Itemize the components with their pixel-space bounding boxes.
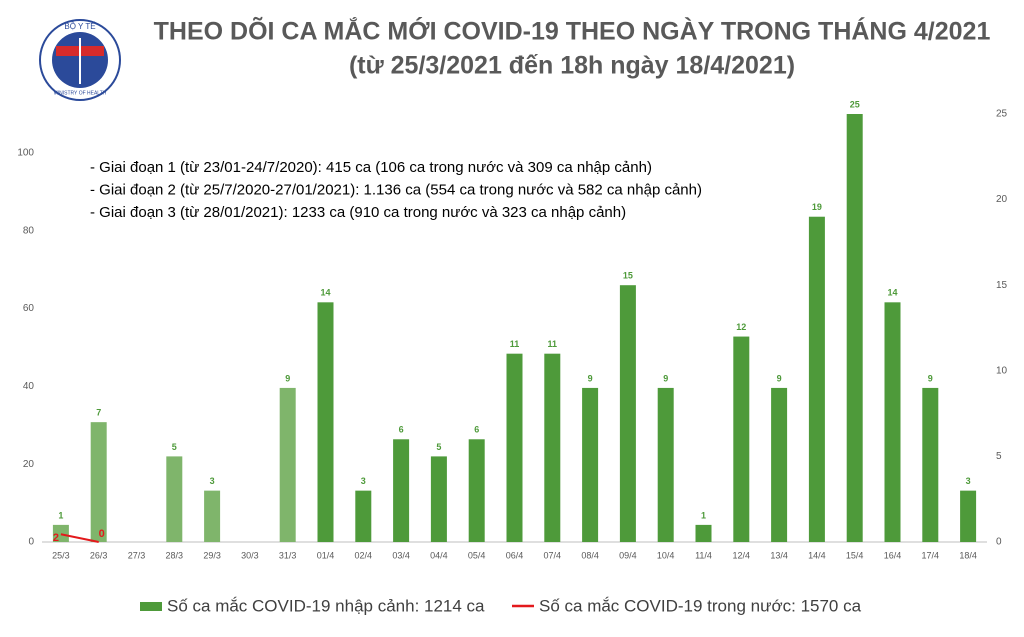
y-tick-label: 100 — [17, 148, 34, 159]
bar — [544, 353, 561, 542]
bar — [619, 285, 636, 542]
x-tick-label: 03/4 — [392, 550, 410, 560]
bar — [846, 114, 863, 542]
logo-bottom: MINISTRY OF HEALTH — [54, 90, 107, 96]
bar — [808, 216, 825, 542]
y-tick-label: 20 — [23, 459, 35, 470]
bar — [204, 490, 221, 542]
value-label: 12 — [736, 322, 746, 332]
value-label: 19 — [812, 202, 822, 212]
bar — [468, 439, 485, 542]
x-tick-label: 26/3 — [90, 550, 108, 560]
x-tick-label: 30/3 — [241, 550, 259, 560]
value-label: 14 — [887, 288, 897, 298]
annotation: - Giai đoạn 1 (từ 23/01-24/7/2020): 415 … — [90, 159, 652, 176]
value-label: 14 — [320, 288, 330, 298]
x-tick-label: 29/3 — [203, 550, 221, 560]
value-label: 3 — [361, 476, 366, 486]
line — [60, 533, 99, 543]
annotation: - Giai đoạn 3 (từ 28/01/2021): 1233 ca (… — [90, 204, 626, 221]
value-label: 25 — [850, 99, 860, 109]
x-tick-label: 01/4 — [317, 550, 335, 560]
bar — [733, 336, 750, 542]
value-label: 5 — [436, 442, 441, 452]
x-tick-label: 04/4 — [430, 550, 448, 560]
y2-tick-label: 0 — [996, 537, 1002, 548]
x-tick-label: 31/3 — [279, 550, 297, 560]
value-label: 9 — [588, 373, 593, 383]
value-label: 9 — [928, 373, 933, 383]
bar — [922, 387, 939, 542]
bar — [771, 387, 788, 542]
x-tick-label: 09/4 — [619, 550, 637, 560]
bar — [279, 387, 296, 542]
x-tick-label: 18/4 — [959, 550, 977, 560]
value-label: 9 — [663, 373, 668, 383]
x-tick-label: 28/3 — [166, 550, 184, 560]
bar — [90, 422, 107, 542]
logo-top: BỘ Y TẾ — [64, 21, 95, 31]
value-label: 1 — [701, 510, 706, 520]
x-tick-label: 13/4 — [770, 550, 788, 560]
bar — [166, 456, 183, 542]
x-tick-label: 11/4 — [695, 550, 712, 560]
x-tick-label: 14/4 — [808, 550, 826, 560]
y-tick-label: 80 — [23, 225, 35, 236]
chart-title: THEO DÕI CA MẮC MỚI COVID-19 THEO NGÀY T… — [154, 16, 991, 46]
annotation: - Giai đoạn 2 (từ 25/7/2020-27/01/2021):… — [90, 181, 702, 198]
y-tick-label: 0 — [28, 537, 34, 548]
bar — [582, 387, 599, 542]
legend-label: Số ca mắc COVID-19 nhập cảnh: 1214 ca — [167, 596, 485, 615]
x-tick-label: 15/4 — [846, 550, 864, 560]
y2-tick-label: 5 — [996, 451, 1002, 462]
value-label: 6 — [399, 425, 404, 435]
value-label: 1 — [58, 510, 63, 520]
logo: BỘ Y TẾ MINISTRY OF HEALTH — [39, 19, 121, 101]
x-tick-label: 10/4 — [657, 550, 675, 560]
bar — [506, 353, 523, 542]
bar — [52, 524, 69, 542]
x-tick-label: 08/4 — [581, 550, 599, 560]
y2-tick-label: 10 — [996, 365, 1008, 376]
x-tick-label: 16/4 — [884, 550, 902, 560]
value-label: 3 — [210, 476, 215, 486]
value-label: 7 — [96, 408, 101, 418]
value-label: 0 — [99, 528, 105, 540]
x-tick-label: 17/4 — [922, 550, 940, 560]
x-tick-label: 05/4 — [468, 550, 486, 560]
x-tick-label: 07/4 — [544, 550, 562, 560]
y2-tick-label: 20 — [996, 194, 1008, 205]
bar — [884, 302, 901, 542]
y-tick-label: 60 — [23, 303, 35, 314]
bar — [430, 456, 447, 542]
y2-tick-label: 15 — [996, 280, 1008, 291]
chart-subtitle: (từ 25/3/2021 đến 18h ngày 18/4/2021) — [349, 52, 795, 80]
bar — [695, 524, 712, 542]
bar — [355, 490, 372, 542]
value-label: 15 — [623, 271, 633, 281]
y2-tick-label: 25 — [996, 109, 1008, 120]
value-label: 11 — [510, 339, 520, 349]
x-tick-label: 27/3 — [128, 550, 146, 560]
bar — [317, 302, 334, 542]
y-tick-label: 40 — [23, 381, 35, 392]
x-tick-label: 12/4 — [733, 550, 751, 560]
value-label: 2 — [53, 532, 59, 544]
x-tick-label: 25/3 — [52, 550, 70, 560]
value-label: 3 — [966, 476, 971, 486]
x-tick-label: 02/4 — [355, 550, 373, 560]
value-label: 5 — [172, 442, 177, 452]
bar — [960, 490, 977, 542]
bar — [393, 439, 410, 542]
value-label: 6 — [474, 425, 479, 435]
value-label: 9 — [285, 373, 290, 383]
legend-label: Số ca mắc COVID-19 trong nước: 1570 ca — [539, 596, 862, 615]
legend-swatch — [140, 602, 162, 611]
value-label: 11 — [548, 339, 558, 349]
x-tick-label: 06/4 — [506, 550, 524, 560]
value-label: 9 — [777, 373, 782, 383]
bar — [657, 387, 674, 542]
